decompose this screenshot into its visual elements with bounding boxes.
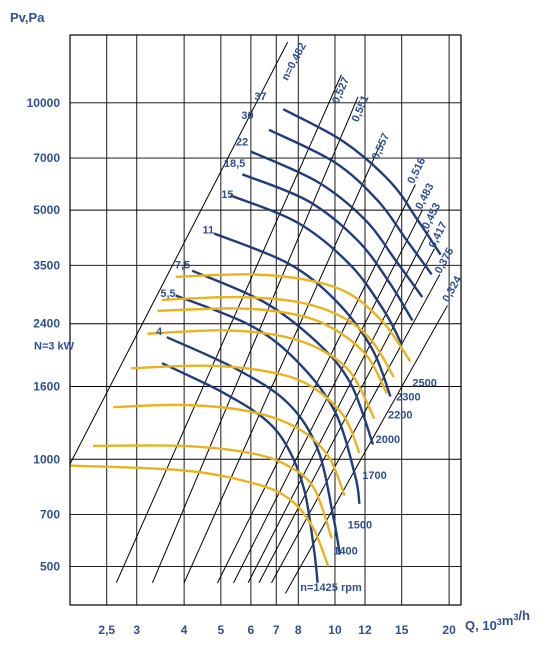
power-label: 11 [202, 224, 214, 236]
power-curve [213, 232, 392, 397]
power-label: 7,5 [175, 259, 190, 271]
speed-label: 2200 [388, 410, 412, 422]
efficiency-line [70, 41, 289, 465]
speed-curve [175, 273, 412, 363]
power-curve [241, 173, 414, 322]
x-tick-label: 6 [248, 623, 255, 637]
x-tick-label: 5 [218, 623, 225, 637]
grid-layer [70, 35, 461, 605]
y-tick-label: 3500 [33, 258, 60, 272]
speed-curve [147, 329, 376, 420]
y-tick-label: 500 [40, 560, 60, 574]
power-curve [268, 128, 433, 276]
y-tick-label: 1600 [33, 379, 60, 393]
speed-label: 2300 [396, 392, 420, 404]
x-tick-label: 10 [328, 623, 342, 637]
power-label: 4 [156, 326, 163, 338]
speed-curve [113, 403, 346, 497]
efficiency-line [115, 74, 342, 584]
power-label: 22 [236, 136, 248, 148]
speed-curve [157, 307, 388, 394]
x-tick-label: 3 [133, 623, 140, 637]
power-label: N=3 kW [34, 341, 75, 353]
x-axis-title: Q, 103m3/h [465, 608, 530, 633]
speed-curve [162, 295, 395, 378]
y-tick-label: 1000 [33, 452, 60, 466]
speed-curve [70, 464, 330, 567]
speed-label: 1700 [362, 470, 386, 482]
efficiency-lines [70, 41, 448, 594]
power-label: 37 [254, 91, 266, 103]
y-tick-label: 10000 [27, 96, 61, 110]
efficiency-label: 0,527 [330, 76, 352, 106]
speed-label: n=1425 rpm [300, 582, 362, 594]
speed-label: 1500 [348, 519, 372, 531]
speed-curve [131, 364, 361, 454]
tick-labels: 2,5 3 4 5 6 7 8 10 12 15 20 500 700 1000 1600 2400 3500 5… [27, 96, 456, 637]
power-curve [229, 194, 403, 345]
power-curve [250, 150, 424, 298]
power-label: 30 [241, 110, 253, 122]
power-curves [161, 108, 442, 583]
power-curve [175, 294, 361, 504]
efficiency-line [183, 143, 382, 584]
efficiency-line [258, 248, 435, 584]
speed-curve [92, 444, 333, 539]
x-tick-label: 2,5 [98, 623, 115, 637]
power-curve [166, 336, 341, 555]
efficiency-label: n=0,482 [280, 41, 309, 83]
efficiency-line [271, 274, 441, 584]
y-tick-label: 700 [40, 507, 60, 521]
efficiency-line [233, 209, 423, 584]
curve-labels: n=0,4820,5270,5510,5570,5160,4830,4530,4… [34, 41, 465, 594]
plot-frame [69, 34, 462, 606]
speed-label: 1400 [333, 546, 357, 558]
y-tick-label: 5000 [33, 203, 60, 217]
speed-label: 2500 [412, 377, 436, 389]
efficiency-line [284, 305, 448, 594]
x-tick-label: 8 [295, 623, 302, 637]
speed-curves [70, 273, 412, 567]
speed-label: 2000 [376, 434, 400, 446]
power-label: 15 [221, 189, 233, 201]
x-tick-label: 7 [273, 623, 280, 637]
x-tick-label: 4 [181, 623, 188, 637]
power-curve [161, 362, 319, 583]
power-label: 5,5 [160, 288, 175, 300]
y-axis-title: Pv,Pa [10, 10, 45, 25]
y-tick-label: 2400 [33, 317, 60, 331]
x-tick-label: 12 [358, 623, 372, 637]
y-tick-label: 7000 [33, 151, 60, 165]
efficiency-label: 0,557 [370, 132, 392, 162]
power-curve [191, 269, 375, 445]
x-tick-label: 20 [442, 623, 456, 637]
power-curve [282, 108, 442, 256]
power-label: 18,5 [224, 158, 245, 170]
x-tick-label: 15 [395, 623, 409, 637]
efficiency-line [151, 96, 359, 584]
efficiency-line [247, 229, 430, 584]
